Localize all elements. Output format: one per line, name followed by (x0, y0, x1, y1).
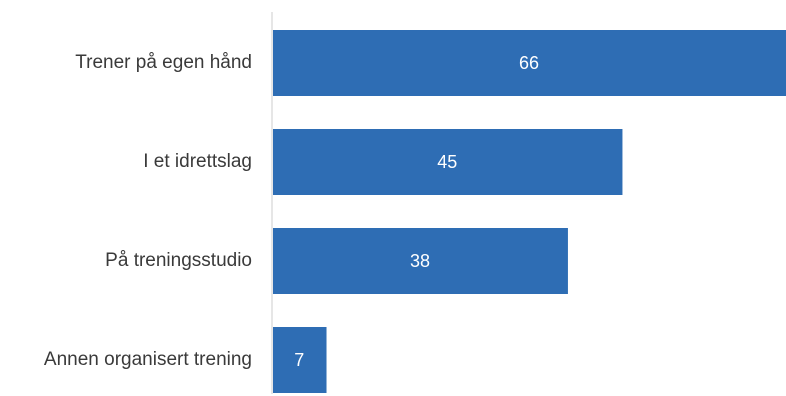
category-label: Annen organisert trening (44, 349, 252, 370)
bars (273, 30, 786, 393)
bar (273, 228, 568, 294)
data-label: 45 (437, 152, 457, 172)
data-label: 38 (410, 251, 430, 271)
bar (273, 129, 623, 195)
data-label: 7 (294, 350, 304, 370)
category-label: I et idrettslag (143, 151, 252, 172)
category-label: Trener på egen hånd (75, 52, 252, 73)
data-labels: 66 45 38 7 (294, 53, 539, 370)
category-label: På treningsstudio (105, 250, 252, 271)
bar (273, 30, 786, 96)
category-labels: Trener på egen hånd I et idrettslag På tre… (44, 52, 252, 370)
data-label: 66 (519, 53, 539, 73)
bar (273, 327, 327, 393)
